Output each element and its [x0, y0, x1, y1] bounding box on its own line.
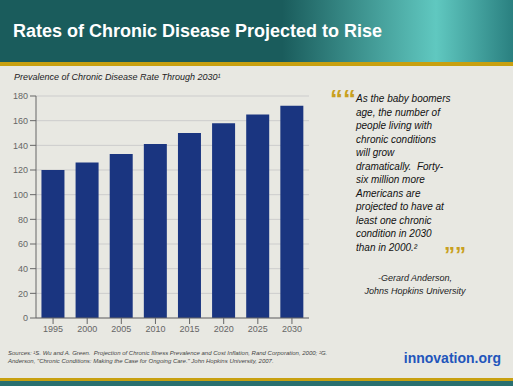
html-text:dramatically. Forty-: dramatically. Forty- — [356, 160, 444, 172]
svg-text:100: 100 — [13, 190, 28, 200]
html-text:than in 2000.²: than in 2000.² — [356, 241, 418, 253]
svg-text:2025: 2025 — [248, 324, 268, 334]
html-text:innovation.org: innovation.org — [403, 350, 501, 366]
html-text:age, the number of: age, the number of — [356, 106, 440, 118]
svg-text:2010: 2010 — [145, 324, 165, 334]
html-text:Rates of Chronic Disease Proje: Rates of Chronic Disease Projected to Ri… — [13, 20, 383, 41]
svg-text:2020: 2020 — [214, 324, 234, 334]
svg-text:180: 180 — [13, 91, 28, 101]
svg-text:140: 140 — [13, 141, 28, 151]
html-text:people living with: people living with — [356, 120, 433, 131]
html-text:Johns Hopkins University: Johns Hopkins University — [364, 285, 466, 296]
html-text:will grow: will grow — [356, 147, 395, 158]
svg-text:60: 60 — [18, 239, 28, 249]
svg-text:2015: 2015 — [180, 324, 200, 334]
html-text:chronic conditions: chronic conditions — [356, 133, 436, 145]
html-text:Americans are: Americans are — [356, 187, 421, 199]
svg-text:1995: 1995 — [43, 324, 63, 334]
svg-text:2030: 2030 — [282, 324, 302, 334]
svg-text:40: 40 — [18, 264, 28, 274]
svg-text:160: 160 — [13, 116, 28, 126]
html-text:condition in 2030: condition in 2030 — [356, 228, 432, 239]
html-text:projected to have at: projected to have at — [356, 201, 444, 212]
html-text:As the baby boomers: As the baby boomers — [356, 93, 451, 104]
html-text:-Gerard Anderson,: -Gerard Anderson, — [377, 273, 453, 283]
svg-text:2005: 2005 — [111, 324, 131, 334]
svg-text:80: 80 — [18, 215, 28, 225]
html-text:Anderson, "Chronic Conditions:: Anderson, "Chronic Conditions: Making th… — [8, 358, 274, 365]
svg-text:120: 120 — [13, 165, 28, 175]
svg-text:0: 0 — [23, 313, 28, 323]
html-text:least one chronic: least one chronic — [356, 214, 432, 226]
html-text:Sources: ¹S. Wu and A. Green.: Sources: ¹S. Wu and A. Green. Projection… — [8, 350, 328, 356]
html-text:six million more: six million more — [356, 174, 425, 185]
svg-text:2000: 2000 — [77, 324, 97, 334]
svg-text:20: 20 — [18, 289, 28, 299]
html-text:Prevalence of Chronic Disease: Prevalence of Chronic Disease Rate Throu… — [14, 72, 221, 82]
